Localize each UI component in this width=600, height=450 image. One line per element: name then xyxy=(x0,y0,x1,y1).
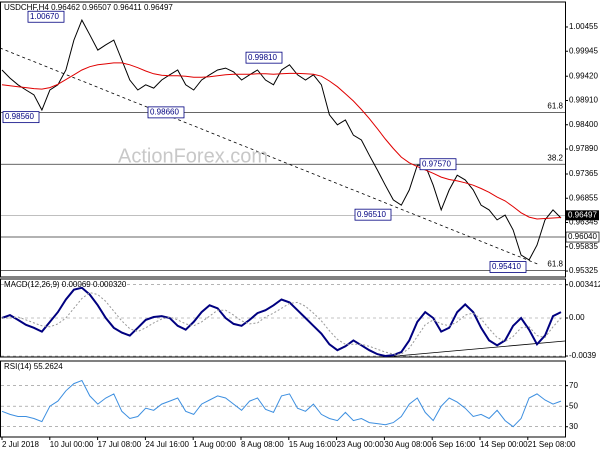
watermark: ActionForex.com xyxy=(118,145,268,167)
y-tick-label: 70 xyxy=(569,381,578,390)
fib-label: 38.2 xyxy=(547,153,563,162)
annotation-box xyxy=(489,261,527,273)
x-tick-label: 14 Sep 00:00 xyxy=(480,440,528,449)
annotation-label: 0.96510 xyxy=(357,210,386,219)
rsi-panel xyxy=(0,360,566,438)
price-level-label: 0.96040 xyxy=(568,232,597,241)
fib-label: 61.8 xyxy=(547,101,563,110)
y-tick-label: 30 xyxy=(569,422,578,431)
macd-trend-line xyxy=(384,340,566,358)
series-line xyxy=(1,286,562,358)
x-tick-label: 24 Jul 16:00 xyxy=(145,440,189,449)
y-tick-label: 50 xyxy=(569,401,578,410)
y-tick-label: 0.96345 xyxy=(569,218,598,227)
x-tick-label: 6 Sep 16:00 xyxy=(432,440,476,449)
panel-title: MACD(12,26,9) 0.00069 0.000320 xyxy=(4,280,127,289)
x-tick-label: 30 Aug 08:00 xyxy=(384,440,432,449)
y-tick-label: 0.98400 xyxy=(569,120,598,129)
y-tick-label: 0.99420 xyxy=(569,71,598,80)
x-tick-label: 23 Aug 00:00 xyxy=(337,440,385,449)
y-tick-label: 0.97365 xyxy=(569,169,598,178)
annotation-box xyxy=(419,158,457,171)
fib-label: 61.8 xyxy=(547,259,563,268)
y-tick-label: 0.003412 xyxy=(569,280,600,289)
annotation-box xyxy=(2,111,40,124)
last-price-label: 0.96497 xyxy=(568,210,597,219)
main-panel xyxy=(0,1,566,278)
panel-title: USDCHF,H4 0.96462 0.96507 0.96411 0.9649… xyxy=(4,3,173,12)
annotation-label: 0.95410 xyxy=(492,262,521,271)
annotation-box xyxy=(354,208,392,221)
x-tick-label: 15 Aug 16:00 xyxy=(289,440,337,449)
y-tick-label: -0.0039 xyxy=(569,351,597,360)
y-tick-label: 0.97890 xyxy=(569,144,598,153)
annotation-label: 0.99810 xyxy=(248,53,277,62)
series-line xyxy=(2,292,562,355)
annotation-label: 0.98560 xyxy=(5,112,34,121)
y-tick-label: 0.95835 xyxy=(569,242,598,251)
annotation-box xyxy=(27,10,65,23)
x-tick-label: 8 Aug 08:00 xyxy=(241,440,284,449)
last-price-box xyxy=(566,210,599,221)
annotation-box xyxy=(245,51,283,64)
annotation-box xyxy=(147,106,185,119)
y-tick-label: 1.00455 xyxy=(569,22,598,31)
price-level-box xyxy=(565,231,600,243)
series-line xyxy=(1,379,562,428)
x-tick-label: 1 Aug 00:00 xyxy=(193,440,236,449)
annotation-label: 0.98660 xyxy=(150,107,179,116)
x-tick-label: 10 Jul 00:00 xyxy=(50,440,94,449)
y-tick-label: 0.99945 xyxy=(569,46,598,55)
x-tick-label: 2 Jul 2018 xyxy=(2,440,39,449)
y-tick-label: 0.98910 xyxy=(569,96,598,105)
annotation-label: 1.00670 xyxy=(30,12,59,21)
y-tick-label: 0.00 xyxy=(569,313,585,322)
x-tick-label: 21 Sep 08:00 xyxy=(528,440,576,449)
y-tick-label: 0.95325 xyxy=(569,266,598,275)
x-tick-label: 17 Jul 08:00 xyxy=(98,440,142,449)
series-line xyxy=(1,62,562,220)
y-tick-label: 0.96855 xyxy=(569,193,598,202)
panel-title: RSI(14) 55.2624 xyxy=(4,362,63,371)
annotation-label: 0.97570 xyxy=(422,159,451,168)
trend-line xyxy=(0,47,541,266)
